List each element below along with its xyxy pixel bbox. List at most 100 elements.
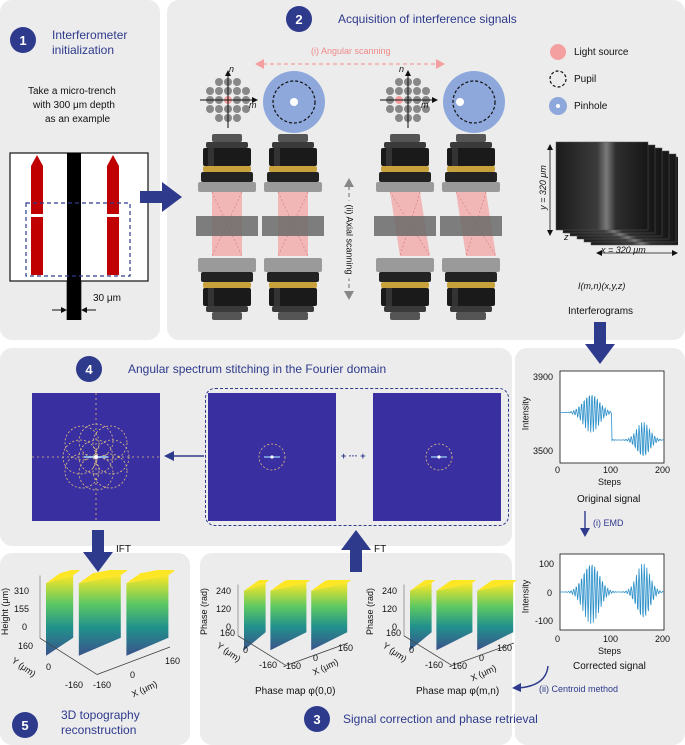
- surface-block: [436, 582, 473, 651]
- red-pillar-left: [31, 155, 43, 275]
- light-source-dot: [386, 87, 394, 95]
- signal2-x2: 200: [655, 634, 671, 644]
- objective-lens-icon: [198, 134, 256, 192]
- down-arrow-icon: [83, 530, 113, 572]
- intensity-function-label: I(m,n)(x,y,z): [578, 281, 626, 291]
- sample-slab: [262, 216, 324, 236]
- ph2-x-tick-0: -160: [449, 661, 468, 671]
- light-source-dot: [422, 87, 430, 95]
- panel-5-title-line2: reconstruction: [61, 723, 137, 737]
- surface-block: [78, 575, 121, 656]
- light-source-dot: [386, 105, 394, 113]
- light-source-icon: [550, 44, 566, 60]
- step-3-badge: 3: [304, 706, 330, 732]
- signal2-x1: 100: [603, 634, 619, 644]
- surface-top: [78, 570, 129, 584]
- topography-3d-plot: [39, 570, 174, 675]
- ph1-y-tick-1: 0: [243, 645, 249, 655]
- micro-trench-diagram: [9, 152, 149, 320]
- signal1-x1: 100: [603, 465, 619, 475]
- light-source-dot: [233, 114, 241, 122]
- light-source-dot: [215, 114, 223, 122]
- surface-top: [244, 580, 270, 591]
- signal1-y-top: 3900: [533, 372, 554, 382]
- ph2-z-tick-2: 0: [392, 622, 398, 632]
- sample-slab: [440, 216, 502, 236]
- trench-width-label: 30 μm: [93, 293, 121, 304]
- topo-x-tick-1: 0: [130, 670, 136, 680]
- objective-lens-icon: [198, 258, 256, 320]
- ph1-zlabel: Phase (rad): [199, 587, 210, 636]
- pupil-icon: [549, 70, 567, 88]
- signal2-y-bottom: -100: [535, 616, 554, 626]
- objective-lens-icon: [264, 134, 322, 192]
- interferogram-stack: [547, 141, 678, 256]
- signal1-caption: Original signal: [577, 494, 641, 505]
- light-source-dot: [215, 87, 223, 95]
- interferograms-label: Interferograms: [568, 306, 634, 317]
- ph1-x-tick-2: 160: [338, 643, 354, 653]
- stitched-pupil-circle: [64, 453, 100, 489]
- emd-label: (i) EMD: [593, 518, 624, 528]
- topo-x-tick-2: 160: [165, 656, 181, 666]
- ph2-y-tick-2: -160: [425, 660, 444, 670]
- ph2-x-tick-2: 160: [497, 643, 513, 653]
- curved-arrow-centroid: [512, 665, 549, 692]
- phase-map-mn-plot: [403, 580, 518, 666]
- signal1-ylabel: Intensity: [520, 396, 531, 431]
- surface-top: [477, 580, 518, 591]
- light-source-dot: [413, 87, 421, 95]
- ph1-y-tick-2: -160: [259, 660, 278, 670]
- legend-pinhole: Pinhole: [574, 101, 608, 112]
- panel-1-desc-line1: Take a micro-trench: [28, 86, 116, 97]
- signal2-xlabel: Steps: [598, 646, 622, 656]
- legend-pupil: Pupil: [574, 74, 597, 85]
- right-arrow-icon: [140, 182, 182, 212]
- sample-slab: [374, 216, 436, 236]
- angular-scanning-arrow: [255, 59, 445, 69]
- pinhole-icon: [456, 98, 464, 106]
- topo-z-tick-2: 0: [22, 622, 28, 632]
- objective-lens-icon: [442, 134, 500, 192]
- panel-1-title-line1: Interferometer: [52, 28, 128, 42]
- light-source-dot: [242, 87, 250, 95]
- surface-block: [46, 575, 74, 656]
- phase-map-00-caption: Phase map φ(0,0): [255, 686, 336, 697]
- light-source-dot: [242, 105, 250, 113]
- light-source-dot: [233, 78, 241, 86]
- red-pillar-right: [107, 155, 119, 275]
- ph2-zlabel: Phase (rad): [365, 587, 376, 636]
- fov-dashed-box: [25, 202, 131, 277]
- stitched-pupil-circle: [64, 425, 100, 461]
- ph1-z-tick-2: 0: [226, 622, 232, 632]
- up-arrow-icon: [341, 530, 371, 572]
- step-4-badge: 4: [76, 356, 102, 382]
- stitched-pupil-circle: [92, 425, 128, 461]
- ph1-y-tick-0: 160: [220, 628, 236, 638]
- stack-y-label: y = 320 μm: [537, 165, 548, 210]
- light-source-dot: [233, 87, 241, 95]
- light-source-dot: [413, 105, 421, 113]
- topo-zlabel: Height (μm): [0, 587, 11, 636]
- surface-top: [126, 570, 174, 584]
- phase-map-00-plot: [237, 580, 352, 666]
- signal1-x2: 200: [655, 465, 671, 475]
- down-arrow-icon: [585, 322, 615, 364]
- down-arrow-small: [580, 511, 590, 537]
- fourier-spectrum-00: [208, 393, 336, 521]
- signal2-ylabel: Intensity: [520, 579, 531, 614]
- signal1-y-bottom: 3500: [533, 446, 554, 456]
- legend-icons: [549, 44, 567, 115]
- pupil-circle: [258, 443, 286, 471]
- light-source-dot: [395, 87, 403, 95]
- stack-z-label: z: [564, 232, 569, 242]
- surface-block: [410, 582, 432, 651]
- topo-y-tick-0: 160: [18, 641, 34, 651]
- light-source-dot: [395, 78, 403, 86]
- axial-label-line2: scanning: [344, 238, 355, 275]
- step-2-badge: 2: [286, 6, 312, 32]
- surface-block: [126, 575, 169, 656]
- panel-1-desc-line2: with 300 μm depth: [33, 100, 115, 111]
- centroid-label: (ii) Centroid method: [539, 684, 619, 694]
- angular-scanning-label: (i) Angular scanning: [308, 46, 394, 57]
